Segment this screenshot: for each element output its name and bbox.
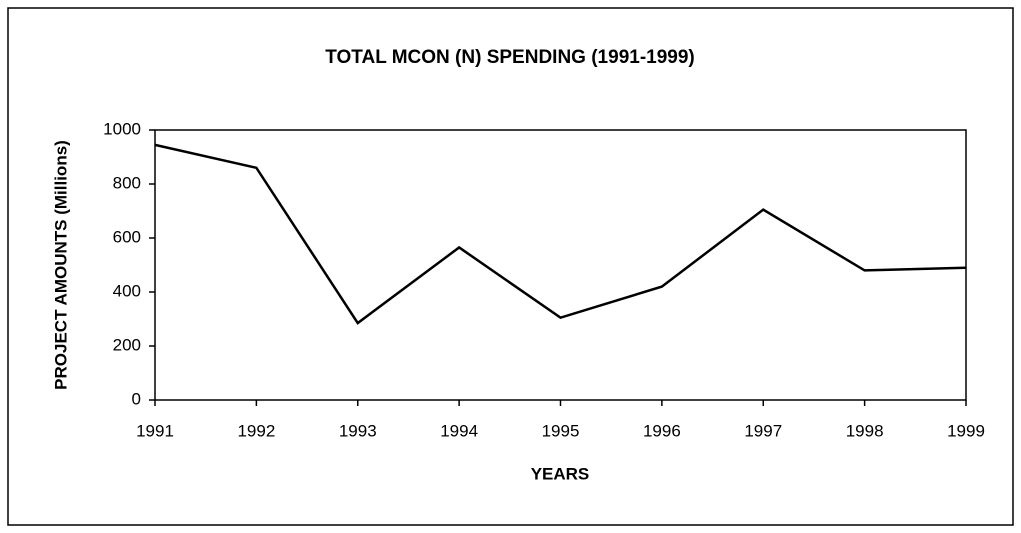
chart-title: TOTAL MCON (N) SPENDING (1991-1999): [325, 47, 695, 68]
x-tick-label: 1991: [136, 421, 174, 440]
y-tick-label: 600: [113, 227, 141, 246]
chart-border: [7, 7, 1014, 526]
plot-frame: [154, 129, 967, 401]
x-tick-label: 1992: [237, 421, 275, 440]
x-tick-label: 1998: [846, 421, 884, 440]
line: [154, 143, 967, 325]
x-tick-label: 1994: [440, 421, 478, 440]
x-tick-label: 1993: [339, 421, 377, 440]
y-axis-label: PROJECT AMOUNTS (Millions): [51, 140, 70, 390]
x-tick-label: 1997: [744, 421, 782, 440]
y-tick-label: 1000: [103, 119, 141, 138]
x-axis-label: YEARS: [531, 464, 590, 483]
y-tick-label: 800: [113, 173, 141, 192]
x-tick-label: 1995: [542, 421, 580, 440]
y-tick-label: 0: [132, 389, 141, 408]
x-tick-label: 1999: [947, 421, 985, 440]
y-tick-label: 400: [113, 281, 141, 300]
x-tick-label: 1996: [643, 421, 681, 440]
y-tick-label: 200: [113, 335, 141, 354]
